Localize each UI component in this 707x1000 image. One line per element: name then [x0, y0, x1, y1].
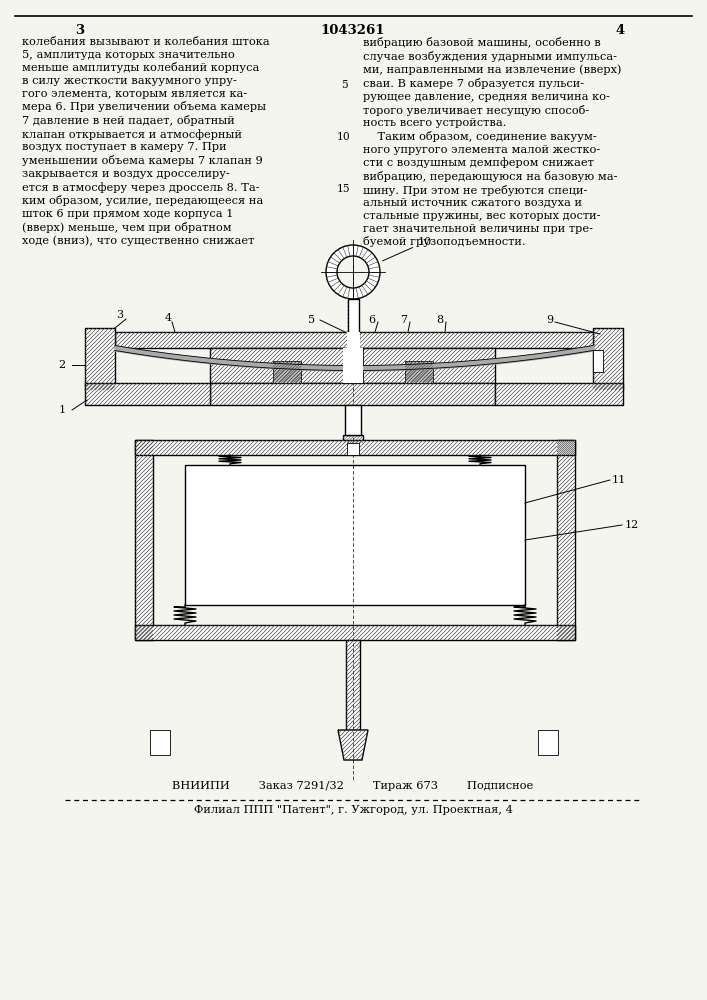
- Text: 3: 3: [117, 310, 124, 320]
- Text: Филиал ППП "Патент", г. Ужгород, ул. Проектная, 4: Филиал ППП "Патент", г. Ужгород, ул. Про…: [194, 805, 513, 815]
- Bar: [346, 332, 359, 348]
- Bar: [557, 440, 575, 640]
- Bar: [135, 625, 575, 640]
- Bar: [150, 730, 170, 755]
- Bar: [273, 361, 301, 383]
- Bar: [135, 440, 153, 640]
- Text: 2: 2: [59, 360, 66, 370]
- Bar: [347, 443, 359, 455]
- Text: 11: 11: [612, 475, 626, 485]
- Bar: [343, 435, 363, 443]
- Bar: [115, 332, 595, 348]
- Text: 9: 9: [547, 315, 554, 325]
- Bar: [346, 640, 360, 730]
- Text: 4: 4: [615, 24, 624, 37]
- Bar: [593, 328, 623, 390]
- Text: 3: 3: [76, 24, 85, 37]
- Text: 10: 10: [382, 237, 432, 261]
- Bar: [345, 405, 361, 435]
- Text: 1: 1: [59, 405, 66, 415]
- Bar: [185, 465, 525, 605]
- PathPatch shape: [326, 245, 380, 299]
- Text: 5: 5: [341, 80, 347, 90]
- Polygon shape: [338, 730, 368, 760]
- Bar: [405, 361, 433, 383]
- Bar: [348, 299, 358, 340]
- Text: 1043261: 1043261: [321, 24, 385, 37]
- Bar: [343, 348, 363, 383]
- Text: 15: 15: [337, 184, 351, 194]
- Text: 8: 8: [436, 315, 443, 325]
- Text: 4: 4: [165, 313, 172, 323]
- Bar: [210, 383, 495, 405]
- Text: 5: 5: [308, 315, 315, 325]
- Bar: [538, 730, 558, 755]
- Text: 10: 10: [337, 132, 351, 142]
- Text: 6: 6: [368, 315, 375, 325]
- Text: 7: 7: [400, 315, 407, 325]
- Text: вибрацию базовой машины, особенно в
случае возбуждения ударными импульса-
ми, на: вибрацию базовой машины, особенно в случ…: [363, 37, 621, 247]
- Bar: [210, 348, 495, 383]
- Text: 12: 12: [625, 520, 639, 530]
- Bar: [135, 440, 575, 455]
- Bar: [85, 383, 210, 405]
- Text: ВНИИПИ        Заказ 7291/32        Тираж 673        Подписное: ВНИИПИ Заказ 7291/32 Тираж 673 Подписное: [173, 781, 534, 791]
- Bar: [495, 383, 623, 405]
- Text: колебания вызывают и колебания штока
5, амплитуда которых значительно
меньше амп: колебания вызывают и колебания штока 5, …: [22, 37, 269, 246]
- Bar: [85, 328, 115, 390]
- Bar: [593, 350, 603, 372]
